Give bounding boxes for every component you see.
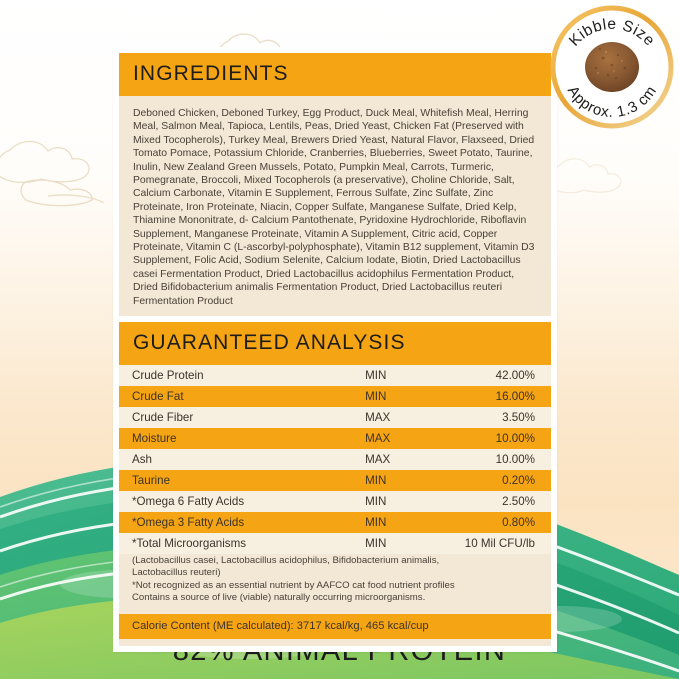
analysis-footnote-line: *Not recognized as an essential nutrient… <box>132 579 455 591</box>
kibble-shape <box>585 42 639 92</box>
analysis-cell-name: Crude Fat <box>119 386 366 407</box>
analysis-row: Taurine MIN 0.20% <box>119 470 551 491</box>
analysis-row: Crude Fat MIN 16.00% <box>119 386 551 407</box>
ingredients-heading: INGREDIENTS <box>119 53 551 96</box>
analysis-footnotes: (Lactobacillus casei, Lactobacillus acid… <box>119 554 551 614</box>
analysis-panel-inner: GUARANTEED ANALYSIS Crude Protein MIN 42.0… <box>119 322 551 646</box>
analysis-cell-value: 10.00% <box>437 428 551 449</box>
analysis-row: *Omega 3 Fatty Acids MIN 0.80% <box>119 512 551 533</box>
analysis-row: *Total Microorganisms MIN 10 Mil CFU/lb <box>119 533 551 554</box>
analysis-cell-value: 0.20% <box>437 470 551 491</box>
analysis-footnote-line: (Lactobacillus casei, Lactobacillus acid… <box>132 555 440 566</box>
analysis-cell-limit: MIN <box>365 533 438 554</box>
analysis-row: Moisture MAX 10.00% <box>119 428 551 449</box>
analysis-bottom-spacer <box>119 638 551 646</box>
analysis-cell-value: 42.00% <box>437 365 551 386</box>
analysis-cell-name: *Omega 6 Fatty Acids <box>119 491 366 512</box>
analysis-footnote-line: Contains a source of live (viable) natur… <box>132 592 426 604</box>
analysis-cell-name: Taurine <box>119 470 366 491</box>
analysis-cell-value: 10 Mil CFU/lb <box>437 533 551 554</box>
analysis-cell-name: Crude Protein <box>119 365 366 386</box>
kibble-size-badge: Kibble Size Approx. 1.3 cm <box>548 3 676 131</box>
analysis-cell-value: 3.50% <box>437 407 551 428</box>
analysis-cell-limit: MIN <box>365 512 438 533</box>
analysis-cell-limit: MAX <box>365 449 438 470</box>
analysis-cell-value: 16.00% <box>437 386 551 407</box>
guaranteed-analysis-heading: GUARANTEED ANALYSIS <box>119 322 551 365</box>
analysis-footnote-line: Lactobacillus reuteri) <box>132 567 221 579</box>
ingredients-panel-inner: INGREDIENTS Deboned Chicken, Deboned Tur… <box>119 53 551 323</box>
analysis-cell-limit: MIN <box>365 365 438 386</box>
ingredients-text: Deboned Chicken, Deboned Turkey, Egg Pro… <box>133 108 535 307</box>
analysis-cell-value: 10.00% <box>437 449 551 470</box>
analysis-row: Ash MAX 10.00% <box>119 449 551 470</box>
analysis-row: Crude Protein MIN 42.00% <box>119 365 551 386</box>
analysis-cell-name: *Total Microorganisms <box>119 533 366 554</box>
analysis-row: Crude Fiber MAX 3.50% <box>119 407 551 428</box>
analysis-row: *Omega 6 Fatty Acids MIN 2.50% <box>119 491 551 512</box>
analysis-cell-value: 2.50% <box>437 491 551 512</box>
guaranteed-analysis-table: Crude Protein MIN 42.00% Crude Fat MIN 16.00%… <box>119 365 551 554</box>
analysis-cell-name: Ash <box>119 449 366 470</box>
analysis-cell-name: Crude Fiber <box>119 407 366 428</box>
analysis-cell-value: 0.80% <box>437 512 551 533</box>
calorie-content: Calorie Content (ME calculated): 3717 kc… <box>119 613 551 639</box>
analysis-cell-limit: MIN <box>365 491 438 512</box>
analysis-cell-name: *Omega 3 Fatty Acids <box>119 512 366 533</box>
analysis-cell-limit: MAX <box>365 407 438 428</box>
analysis-cell-limit: MAX <box>365 428 438 449</box>
analysis-cell-limit: MIN <box>365 386 438 407</box>
ingredients-panel: INGREDIENTS Deboned Chicken, Deboned Tur… <box>113 47 557 329</box>
analysis-cell-limit: MIN <box>365 470 438 491</box>
guaranteed-analysis-panel: GUARANTEED ANALYSIS Crude Protein MIN 42.0… <box>113 316 557 652</box>
analysis-cell-name: Moisture <box>119 428 366 449</box>
